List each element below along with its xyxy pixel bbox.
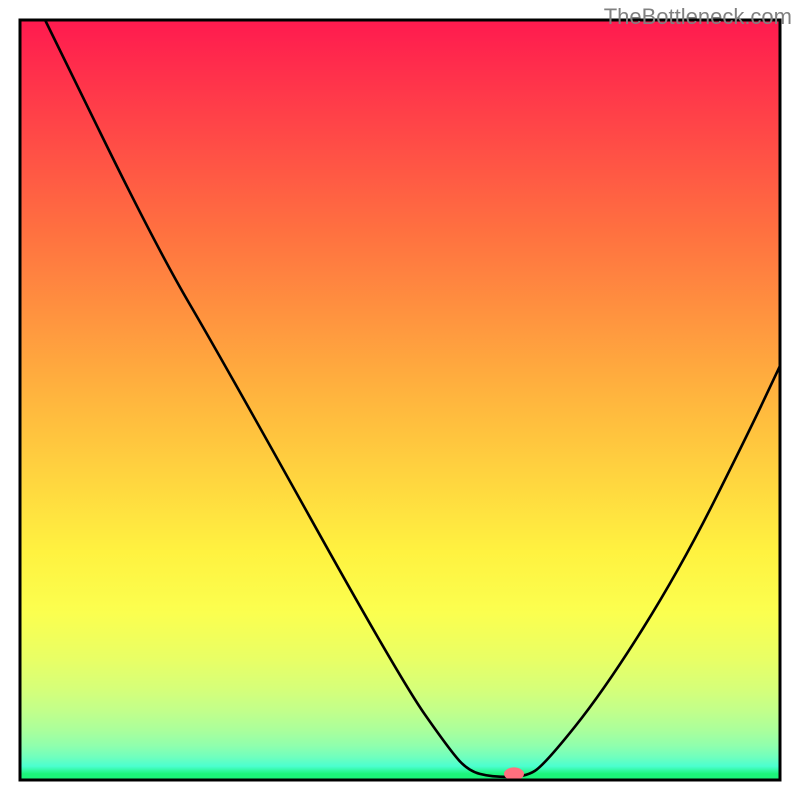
minimum-marker: [504, 767, 524, 780]
bottleneck-chart: TheBottleneck.com: [0, 0, 800, 800]
watermark-text: TheBottleneck.com: [604, 4, 792, 30]
chart-canvas: [0, 0, 800, 800]
chart-background-gradient: [20, 20, 780, 780]
